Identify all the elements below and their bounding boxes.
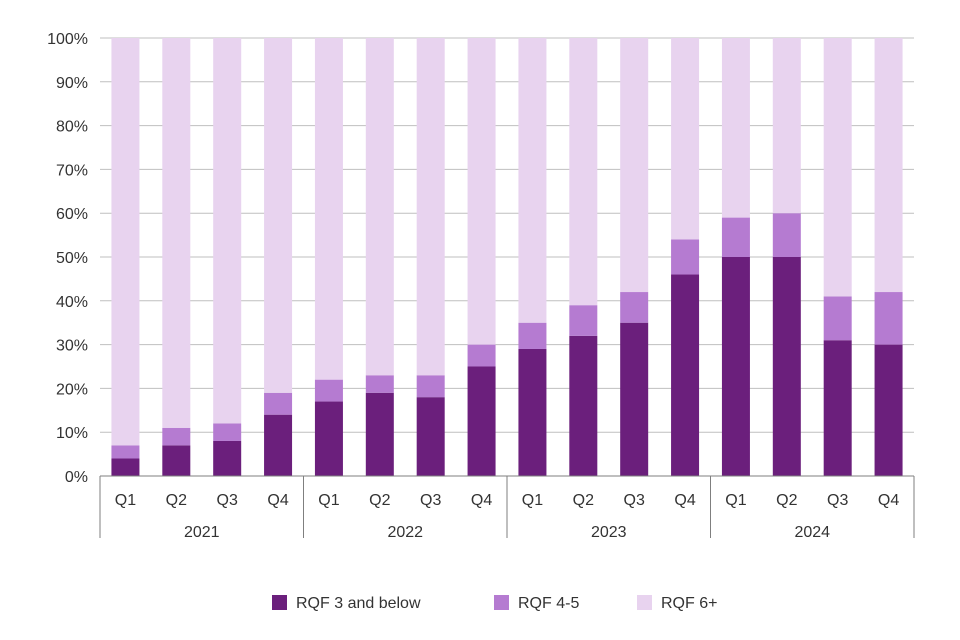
bar-segment-series-2 — [162, 38, 191, 428]
y-tick-label: 60% — [56, 206, 88, 223]
bar-segment-series-2 — [823, 38, 852, 297]
y-tick-label: 40% — [56, 294, 88, 311]
bar-segment-series-2 — [467, 38, 496, 345]
x-tick-label: Q4 — [878, 492, 899, 509]
bar-segment-series-1 — [264, 392, 293, 415]
legend-label: RQF 3 and below — [296, 595, 421, 612]
x-tick-label: Q2 — [166, 492, 187, 509]
bar-segment-series-0 — [874, 344, 903, 476]
bar-segment-series-1 — [162, 427, 191, 446]
y-tick-label: 30% — [56, 338, 88, 355]
x-tick-label: Q4 — [674, 492, 695, 509]
legend-swatch — [494, 595, 509, 610]
bar-segment-series-0 — [671, 274, 700, 476]
x-tick-label: Q4 — [267, 492, 288, 509]
legend-label: RQF 6+ — [661, 595, 717, 612]
bar-segment-series-1 — [467, 344, 496, 367]
legend-swatch — [272, 595, 287, 610]
bar-segment-series-1 — [823, 296, 852, 341]
bar-segment-series-1 — [365, 375, 394, 393]
legend-label: RQF 4-5 — [518, 595, 579, 612]
bar-segment-series-0 — [823, 340, 852, 476]
bar-segment-series-0 — [365, 392, 394, 476]
bar-segment-series-0 — [569, 335, 598, 476]
bar-segment-series-0 — [467, 366, 496, 476]
bar-segment-series-2 — [264, 38, 293, 393]
bar-segment-series-2 — [721, 38, 750, 218]
x-tick-label: Q3 — [420, 492, 441, 509]
x-group-label: 2024 — [794, 524, 830, 541]
x-tick-label: Q1 — [725, 492, 746, 509]
bar-segment-series-1 — [518, 322, 547, 349]
bars — [111, 38, 903, 476]
bar-segment-series-2 — [772, 38, 801, 214]
bar-segment-series-2 — [874, 38, 903, 293]
x-tick-label: Q2 — [776, 492, 797, 509]
bar-segment-series-0 — [620, 322, 649, 476]
bar-segment-series-1 — [721, 217, 750, 257]
y-axis: 0% 10% 20% 30% 40% 50% 60% 70% 80% 90% 100% — [47, 31, 88, 486]
bar-segment-series-1 — [416, 375, 445, 398]
bar-segment-series-0 — [772, 257, 801, 476]
x-tick-label: Q1 — [522, 492, 543, 509]
bar-segment-series-0 — [314, 401, 343, 476]
bar-segment-series-1 — [314, 379, 343, 402]
bar-segment-series-0 — [213, 440, 242, 476]
bar-segment-series-1 — [620, 292, 649, 323]
bar-segment-series-0 — [518, 348, 547, 476]
bar-segment-series-0 — [162, 445, 191, 476]
y-tick-label: 20% — [56, 381, 88, 398]
y-tick-label: 100% — [47, 31, 88, 48]
bar-segment-series-2 — [416, 38, 445, 376]
y-tick-label: 90% — [56, 75, 88, 92]
bar-segment-series-1 — [671, 239, 700, 275]
bar-segment-series-2 — [213, 38, 242, 424]
bar-segment-series-1 — [213, 423, 242, 441]
bar-segment-series-1 — [111, 445, 140, 459]
bar-segment-series-2 — [365, 38, 394, 376]
bar-segment-series-0 — [111, 458, 140, 476]
x-tick-label: Q4 — [471, 492, 492, 509]
y-tick-label: 80% — [56, 119, 88, 136]
bar-segment-series-2 — [111, 38, 140, 446]
x-tick-label: Q2 — [573, 492, 594, 509]
bar-segment-series-2 — [518, 38, 547, 323]
bar-segment-series-1 — [874, 292, 903, 345]
x-tick-label: Q1 — [115, 492, 136, 509]
x-group-label: 2023 — [591, 524, 627, 541]
bar-segment-series-1 — [772, 213, 801, 257]
y-tick-label: 0% — [65, 469, 88, 486]
y-tick-label: 10% — [56, 425, 88, 442]
x-tick-label: Q3 — [624, 492, 645, 509]
x-axis: Q1 Q2 Q3 Q4 Q1 Q2 Q3 Q4 Q1 Q2 Q3 Q4 Q1 Q2 Q3 Q4 2021 2022… — [99, 475, 915, 541]
bar-segment-series-1 — [569, 305, 598, 336]
bar-segment-series-0 — [721, 257, 750, 476]
bar-segment-series-2 — [671, 38, 700, 240]
bar-segment-series-2 — [314, 38, 343, 380]
y-tick-label: 50% — [56, 250, 88, 267]
legend-swatch — [637, 595, 652, 610]
bar-segment-series-0 — [264, 414, 293, 476]
bar-segment-series-2 — [569, 38, 598, 306]
legend: RQF 3 and below RQF 4-5 RQF 6+ — [272, 595, 717, 612]
bar-segment-series-0 — [416, 397, 445, 476]
x-tick-label: Q1 — [318, 492, 339, 509]
x-group-label: 2022 — [387, 524, 423, 541]
y-tick-label: 70% — [56, 162, 88, 179]
x-group-label: 2021 — [184, 524, 220, 541]
bar-segment-series-2 — [620, 38, 649, 293]
x-tick-label: Q2 — [369, 492, 390, 509]
x-tick-label: Q3 — [827, 492, 848, 509]
x-tick-label: Q3 — [217, 492, 238, 509]
